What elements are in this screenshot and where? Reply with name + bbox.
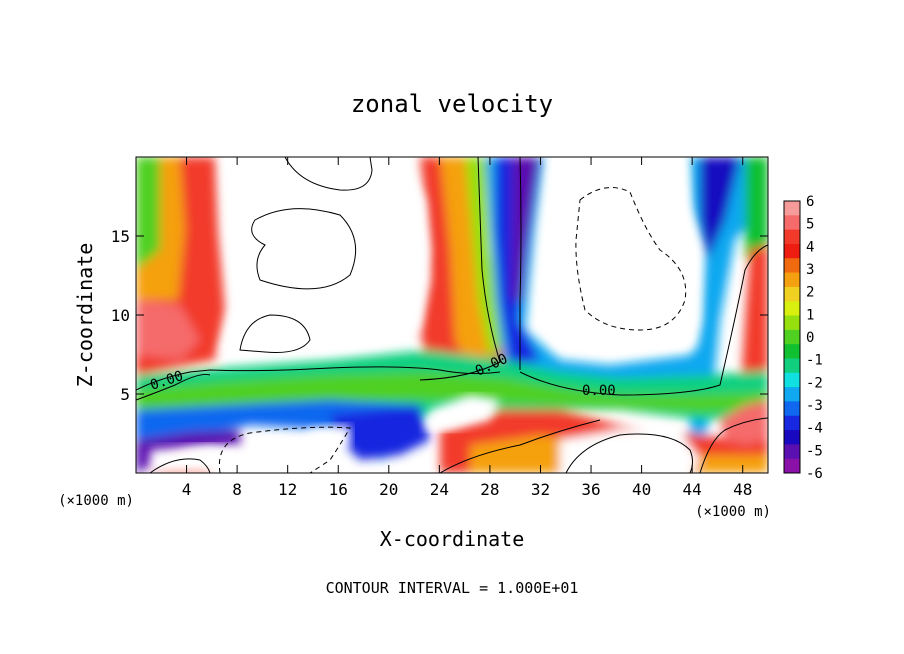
x-axis-label: X-coordinate [380, 527, 525, 551]
colorbar-swatch [784, 201, 800, 216]
colorbar-swatch [784, 316, 800, 331]
colorbar-swatch [784, 230, 800, 245]
colorbar-swatch [784, 344, 800, 359]
x-tick-label: 24 [430, 480, 449, 499]
colorbar-swatch [784, 401, 800, 416]
colorbar-swatch [784, 215, 800, 230]
colorbar-tick-label: 0 [806, 330, 814, 346]
colorbar-tick-label: -1 [806, 353, 823, 369]
y-tick-label: 10 [111, 306, 130, 325]
colorbar-swatch [784, 444, 800, 459]
colorbar: 6 5 4 3 2 1 0 -1 -2 -3 -4 -5 -6 [784, 194, 823, 482]
x-tick-label: 12 [278, 480, 297, 499]
colorbar-tick-label: 1 [806, 307, 814, 323]
colorbar-tick-label: -6 [806, 466, 823, 482]
colorbar-swatch [784, 416, 800, 431]
y-axis-label: Z-coordinate [73, 243, 97, 388]
colorbar-tick-label: -3 [806, 398, 823, 414]
y-tick-label: 15 [111, 227, 130, 246]
x-unit-left: (×1000 m) [58, 493, 134, 509]
colorbar-swatch [784, 258, 800, 273]
colorbar-swatch [784, 330, 800, 345]
x-tick-label: 20 [379, 480, 398, 499]
colorbar-tick-label: -4 [806, 421, 823, 437]
colorbar-tick-label: 6 [806, 194, 814, 210]
colorbar-swatch [784, 459, 800, 474]
colorbar-tick-label: -2 [806, 375, 823, 391]
x-tick-label: 16 [329, 480, 348, 499]
x-tick-label: 48 [733, 480, 752, 499]
velocity-field [136, 157, 768, 473]
colorbar-swatch [784, 430, 800, 445]
colorbar-swatch [784, 301, 800, 316]
colorbar-tick-label: 3 [806, 262, 814, 278]
colorbar-swatch [784, 273, 800, 288]
colorbar-tick-label: 5 [806, 217, 814, 233]
colorbar-swatch [784, 244, 800, 259]
colorbar-tick-label: 4 [806, 239, 814, 255]
x-tick-label: 36 [581, 480, 600, 499]
x-tick-label: 40 [632, 480, 651, 499]
colorbar-swatch [784, 287, 800, 302]
x-tick-label: 32 [531, 480, 550, 499]
colorbar-tick-label: -5 [806, 443, 823, 459]
chart-title: zonal velocity [351, 90, 553, 118]
colorbar-swatch [784, 358, 800, 373]
x-tick-label: 8 [232, 480, 242, 499]
x-tick-label: 4 [182, 480, 192, 499]
x-tick-label: 28 [480, 480, 499, 499]
contour-interval-footer: CONTOUR INTERVAL = 1.000E+01 [326, 579, 579, 597]
y-tick-label: 5 [120, 385, 130, 404]
contour-label-3: 0.00 [582, 383, 616, 399]
x-tick-label: 44 [683, 480, 702, 499]
colorbar-swatch [784, 373, 800, 388]
x-unit-right: (×1000 m) [695, 504, 771, 520]
colorbar-swatch [784, 387, 800, 402]
colorbar-tick-label: 2 [806, 285, 814, 301]
